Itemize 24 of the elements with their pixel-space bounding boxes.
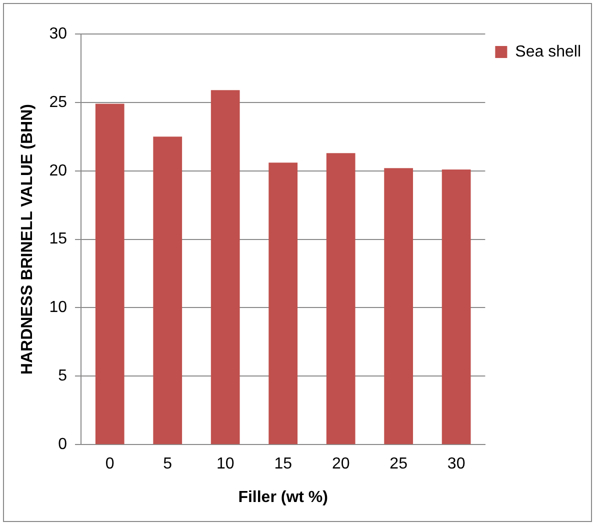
y-tick-label: 5 (58, 368, 68, 385)
x-tick-label: 0 (105, 456, 114, 473)
y-tick-label: 10 (49, 299, 68, 316)
bar (384, 168, 414, 444)
legend-label: Sea shell (515, 43, 582, 60)
bar (326, 153, 356, 444)
bar (442, 170, 471, 444)
y-tick-label: 0 (58, 436, 68, 454)
y-tick-label: 30 (49, 25, 68, 42)
x-tick-label: 10 (216, 456, 234, 473)
x-tick-label: 5 (163, 456, 172, 473)
bar (210, 90, 240, 444)
bar (153, 136, 182, 444)
y-tick-label: 25 (49, 94, 68, 111)
x-tick-label: 20 (332, 456, 350, 473)
bar (95, 104, 124, 444)
bar (268, 162, 298, 444)
y-tick-label: 20 (49, 162, 68, 180)
x-tick-label: 15 (274, 456, 292, 473)
x-tick-label: 30 (447, 456, 466, 473)
x-tick-label: 25 (390, 456, 408, 473)
y-axis-title: HARDNESS BRINELL VALUE (BHN) (19, 104, 36, 375)
x-axis-title: Filler (wt %) (238, 488, 328, 506)
y-tick-label: 15 (49, 230, 68, 248)
